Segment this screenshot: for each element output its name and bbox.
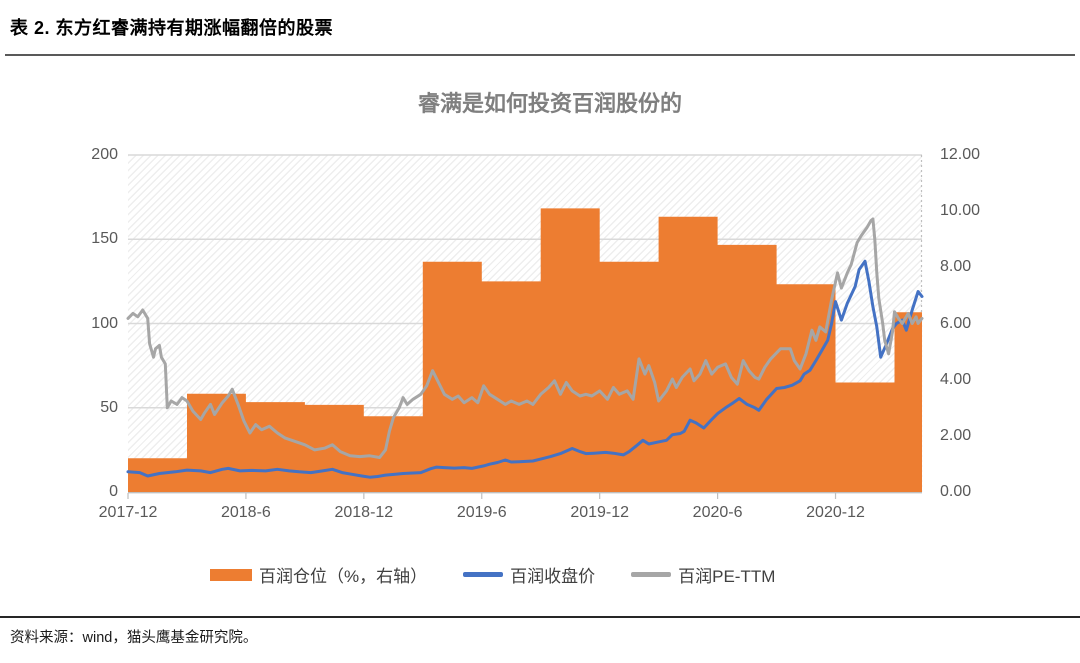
chart-legend: 百润仓位（%，右轴） 百润收盘价 百润PE-TTM — [210, 562, 775, 587]
left-axis-tick-label: 200 — [91, 146, 118, 163]
chart-plot — [126, 154, 924, 499]
left-axis-tick-label: 50 — [100, 398, 118, 416]
x-axis-tick-label: 2018-12 — [334, 504, 394, 521]
x-axis-tick-label: 2017-12 — [98, 504, 158, 521]
source-note: 资料来源：wind，猫头鹰基金研究院。 — [10, 630, 258, 646]
left-axis-tick-label: 100 — [91, 314, 118, 332]
right-axis-tick-label: 10.00 — [940, 202, 981, 220]
right-axis-tick-label: 4.00 — [940, 370, 972, 388]
title-divider — [5, 54, 1075, 56]
x-axis-tick-label: 2020-6 — [692, 504, 743, 521]
right-axis-tick-label: 8.00 — [940, 258, 972, 276]
legend-label: 百润PE-TTM — [678, 567, 776, 586]
x-axis-tick-label: 2019-6 — [456, 504, 507, 521]
position-step-area — [128, 208, 922, 492]
legend-item-close-price: 百润收盘价 — [463, 562, 595, 587]
right-axis-tick-label: 2.00 — [940, 426, 972, 444]
legend-line-swatch-icon — [631, 572, 672, 577]
close-price-line — [126, 259, 924, 479]
legend-label: 百润收盘价 — [510, 567, 596, 586]
legend-bar-swatch-icon — [210, 568, 252, 581]
right-axis-tick-label: 6.00 — [940, 314, 972, 332]
x-axis-tick-label: 2019-12 — [570, 504, 630, 521]
left-axis-tick-label: 150 — [91, 230, 118, 248]
figure-title: 表 2. 东方红睿满持有期涨幅翻倍的股票 — [10, 18, 334, 38]
chart-title: 睿满是如何投资百润股份的 — [417, 91, 682, 116]
legend-line-swatch-icon — [463, 572, 504, 577]
x-axis-tick-label: 2018-6 — [220, 504, 271, 521]
legend-item-position: 百润仓位（%，右轴） — [210, 562, 427, 587]
pe-ttm-line — [126, 217, 924, 459]
x-axis-tick-label: 2020-12 — [806, 504, 865, 521]
legend-label: 百润仓位（%，右轴） — [259, 567, 428, 586]
right-axis-tick-label: 12.00 — [940, 146, 981, 163]
footer-divider — [0, 616, 1080, 618]
right-axis-tick-label: 0.00 — [940, 483, 972, 500]
left-axis-tick-label: 0 — [109, 483, 118, 500]
legend-item-pe-ttm: 百润PE-TTM — [631, 562, 775, 587]
